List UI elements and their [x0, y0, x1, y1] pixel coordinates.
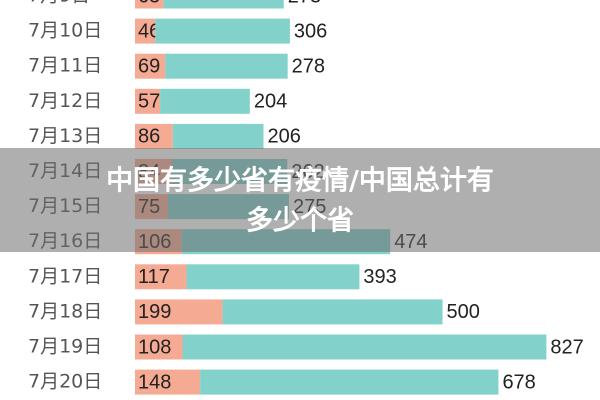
category-label: 7月20日 [28, 371, 102, 393]
bar-segment [182, 334, 547, 360]
category-label: 7月10日 [28, 20, 102, 42]
bar-segment [135, 264, 187, 290]
banner [0, 148, 600, 252]
bar-segment [200, 369, 499, 395]
bar-segment [186, 264, 360, 290]
category-label: 7月11日 [28, 55, 102, 77]
bar-segment [160, 88, 250, 114]
value-label: 69 [138, 55, 160, 77]
value-label: 57 [138, 91, 160, 113]
category-label: 7月12日 [28, 90, 102, 112]
value-label: 46 [138, 20, 160, 42]
value-label: 278 [292, 55, 325, 77]
value-label: 273 [288, 0, 321, 7]
value-label: 148 [138, 371, 171, 393]
category-label: 7月18日 [28, 300, 102, 322]
bar-segment [135, 299, 223, 325]
value-label: 500 [447, 301, 480, 323]
value-label: 199 [138, 301, 171, 323]
category-label: 7月13日 [28, 125, 102, 147]
value-label: 678 [502, 371, 535, 393]
value-label: 206 [267, 126, 300, 148]
value-label: 108 [138, 336, 171, 358]
bar-segment [222, 299, 443, 325]
bar-segment [135, 369, 201, 395]
bar-segment [135, 53, 166, 79]
value-label: 65 [138, 0, 160, 7]
banner-title: 中国有多少省有疫情/中国总计有 [106, 165, 494, 197]
value-label: 827 [550, 336, 583, 358]
bar-segment [135, 18, 156, 44]
bar-segment [135, 0, 164, 9]
value-label: 117 [138, 266, 170, 288]
value-label: 204 [254, 91, 287, 113]
value-label: 306 [294, 20, 327, 42]
value-label: 393 [363, 266, 396, 288]
bar-segment [165, 53, 288, 79]
category-label: 7月17日 [28, 265, 102, 287]
value-label: 86 [138, 126, 160, 148]
bar-segment [135, 334, 183, 360]
bar-segment [135, 88, 161, 114]
bar-segment [163, 0, 284, 9]
bar-segment [172, 123, 264, 149]
banner-title: 多少个省 [246, 206, 354, 237]
category-label: 7月9日 [28, 0, 90, 7]
bar-segment [135, 123, 173, 149]
category-label: 7月19日 [28, 336, 102, 358]
bar-segment [155, 18, 290, 44]
